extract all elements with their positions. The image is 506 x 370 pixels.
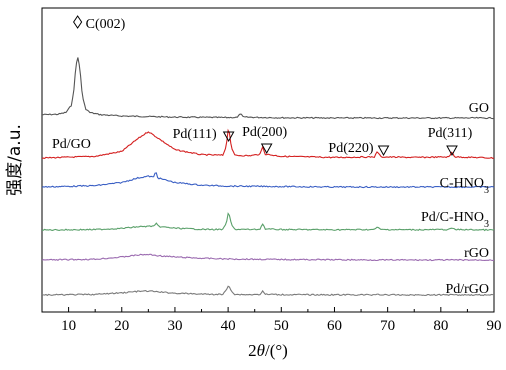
- series-label-rgo: rGO: [464, 246, 489, 261]
- series-line-c-hno3: [41, 172, 495, 189]
- series-label-text: rGO: [464, 246, 489, 261]
- triangle-down-marker-icon: [222, 131, 235, 143]
- series-label-subscript: 3: [484, 219, 489, 230]
- x-axis-label: 2θ/(°): [248, 341, 288, 360]
- x-tick-label: 60: [327, 318, 342, 334]
- x-tick-label: 20: [114, 318, 129, 334]
- series-label-text: Pd/rGO: [445, 282, 489, 297]
- annotation-pd-111: Pd(111): [173, 127, 217, 142]
- y-axis-label: 强度/a.u.: [5, 124, 25, 196]
- series-label-text: Pd/GO: [52, 137, 91, 152]
- annotation-pd-311: Pd(311): [428, 126, 473, 141]
- series-label-c-hno3: C-HNO3: [440, 176, 489, 196]
- x-tick-label: 30: [167, 318, 182, 334]
- annotation-pd-200: Pd(200): [242, 125, 287, 140]
- series-label-text: C-HNO: [440, 176, 484, 191]
- x-axis-label-theta: θ: [257, 341, 265, 360]
- series-label-pd-go: Pd/GO: [52, 137, 91, 152]
- series-label-text: GO: [469, 101, 489, 116]
- series-line-pd-c-hno3: [41, 212, 495, 232]
- x-tick-label: 90: [487, 318, 502, 334]
- series-label-text: Pd/C-HNO: [421, 210, 484, 225]
- plot-frame: [41, 7, 495, 313]
- x-axis-label-suffix: /(°): [265, 341, 288, 360]
- x-tick-label: 70: [380, 318, 395, 334]
- peak-annotations: C(002) Pd(111) Pd(200) Pd(220) Pd(311): [73, 15, 473, 157]
- triangle-down-marker-icon: [446, 145, 458, 157]
- series-line-go: [41, 57, 495, 120]
- x-tick-label: 80: [433, 318, 448, 334]
- triangle-down-marker-icon: [377, 145, 390, 157]
- series-label-pd-c-hno3: Pd/C-HNO3: [421, 210, 489, 230]
- series-label-go: GO: [469, 101, 489, 116]
- x-tick-label: 10: [61, 318, 76, 334]
- series-label-pd-rgo: Pd/rGO: [445, 282, 489, 297]
- series-line-pd-go: [41, 128, 495, 160]
- series-label-subscript: 3: [484, 185, 489, 196]
- x-axis-ticks: 10 20 30 40 50 60 70 80 90: [61, 307, 502, 334]
- x-tick-label: 40: [221, 318, 236, 334]
- annotation-pd-220: Pd(220): [328, 141, 373, 156]
- triangle-down-marker-icon: [260, 143, 273, 155]
- series-line-pd-rgo: [41, 285, 495, 297]
- series-line-rgo: [41, 253, 495, 262]
- diamond-marker-icon: [73, 15, 83, 29]
- series-layer: [41, 57, 495, 297]
- x-axis-label-prefix: 2: [248, 341, 257, 360]
- annotation-c-002: C(002): [86, 17, 126, 32]
- x-tick-label: 50: [274, 318, 289, 334]
